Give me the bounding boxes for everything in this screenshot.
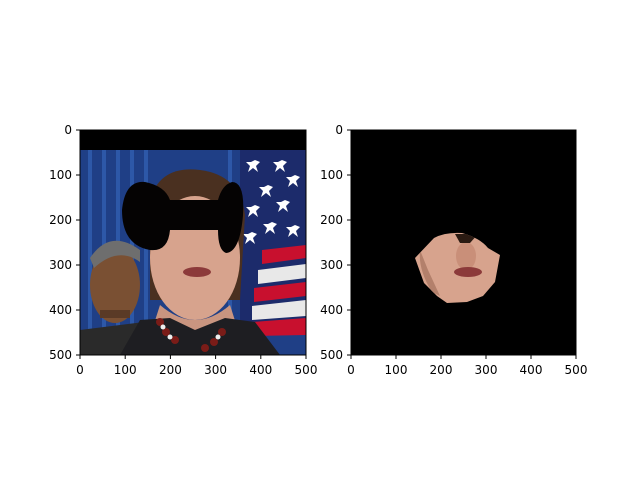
- left-xtick-label: 500: [295, 363, 318, 377]
- flag: [240, 150, 306, 336]
- right-image: [351, 130, 576, 355]
- left-ytick-label: 100: [49, 168, 72, 182]
- background-man: [80, 240, 170, 355]
- top-mask-band: [80, 130, 306, 150]
- left-ytick-label: 300: [49, 258, 72, 272]
- left-ytick-label: 400: [49, 303, 72, 317]
- right-xtick-label: 500: [565, 363, 588, 377]
- left-ytick-label: 200: [49, 213, 72, 227]
- left-image: [80, 130, 306, 355]
- right-ytick-label: 400: [320, 303, 343, 317]
- right-ytick-label: 200: [320, 213, 343, 227]
- right-ytick-label: 500: [320, 348, 343, 362]
- left-xtick-label: 400: [249, 363, 272, 377]
- right-ytick-label: 300: [320, 258, 343, 272]
- left-xtick-label: 100: [114, 363, 137, 377]
- right-xtick-label: 100: [385, 363, 408, 377]
- left-ytick-label: 500: [49, 348, 72, 362]
- left-xtick-label: 200: [159, 363, 182, 377]
- left-xtick-label: 300: [204, 363, 227, 377]
- right-xtick-label: 400: [520, 363, 543, 377]
- left-xtick-label: 0: [76, 363, 84, 377]
- right-xtick-label: 0: [347, 363, 355, 377]
- right-xtick-label: 200: [430, 363, 453, 377]
- right-axis-ticks: 0 100 200 300 400 500 0 100 200 300 400 500: [320, 123, 587, 377]
- left-axis-ticks: 0 100 200 300 400 500 0 100 200 300 400 500: [49, 123, 317, 377]
- left-ytick-label: 0: [64, 123, 72, 137]
- right-axes-frame: [350, 129, 577, 356]
- right-xtick-label: 300: [475, 363, 498, 377]
- left-axes-frame: [79, 129, 307, 356]
- right-ytick-label: 0: [335, 123, 343, 137]
- right-ytick-label: 100: [320, 168, 343, 182]
- eye-mask: [122, 181, 244, 253]
